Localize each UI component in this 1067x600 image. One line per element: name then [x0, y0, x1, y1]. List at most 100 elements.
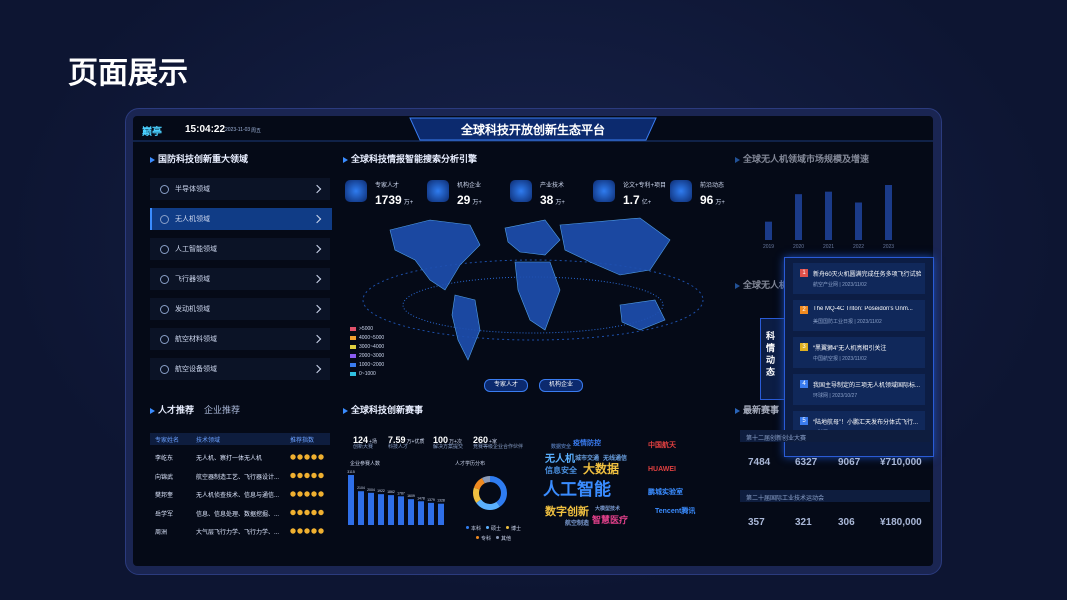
map-button[interactable]: 机构企业	[539, 379, 583, 392]
news-tab-label: 科情动态	[766, 331, 776, 377]
event-label: 解决方案提交	[433, 444, 464, 450]
news-title: 新舟60灭火机圆满完成任务多项飞行试验	[813, 272, 921, 278]
panel-title: 全球科技情报智能搜索分析引擎	[343, 152, 477, 165]
table-header: 推荐指数	[290, 438, 315, 444]
event-value: 321	[795, 517, 812, 528]
domain-item[interactable]	[150, 178, 330, 200]
domain-label: 无人机领域	[175, 216, 210, 223]
legend-label: 其他	[501, 536, 512, 542]
domain-label: 人工智能领域	[175, 246, 217, 253]
stat-value: 96	[700, 193, 714, 207]
legend-label: 本科	[471, 526, 482, 532]
stat-label: 论文+专利+项目	[623, 183, 667, 189]
stat-icon	[427, 180, 449, 202]
domain-label: 发动机领域	[175, 306, 210, 313]
news-index: 4	[800, 380, 808, 388]
event-stat: 7.59万+优质	[388, 430, 424, 448]
legend-swatch	[486, 526, 489, 529]
domain-item[interactable]	[150, 268, 330, 290]
event-stat: 124+场	[353, 430, 377, 448]
news-item[interactable]	[793, 337, 925, 368]
stat-value-row: 96 万+	[700, 191, 725, 209]
event-label: 科技人才	[388, 444, 409, 450]
news-source: 航空产业网 | 2023/11/02	[813, 282, 867, 288]
partner-logo: 中国航天	[648, 442, 676, 449]
chart-title: 人才学历分布	[455, 461, 486, 467]
domain-icon	[160, 275, 169, 284]
event-name: 第二十届国际工业技术运动会	[746, 496, 825, 502]
panel-title: 国防科技创新重大领域	[150, 152, 248, 165]
event-value: ¥710,000	[880, 457, 922, 468]
stat-unit: 万+	[403, 200, 414, 206]
event-value: 100	[433, 435, 449, 445]
stat-icon	[593, 180, 615, 202]
domain-item[interactable]	[150, 328, 330, 350]
stat-value: 1.7	[623, 193, 640, 207]
news-item[interactable]	[793, 263, 925, 294]
logo: 巅亭	[142, 127, 162, 138]
stat-unit: 万+	[472, 200, 482, 206]
event-value: 7484	[748, 457, 771, 468]
partner-logo: 鹏城实验室	[648, 489, 683, 496]
event-value: 124	[353, 435, 369, 445]
event-value: 306	[838, 517, 855, 528]
stat-value-row: 1739 万+	[375, 191, 413, 209]
legend-swatch	[496, 536, 499, 539]
domain-item[interactable]	[150, 298, 330, 320]
stat-value: 1739	[375, 193, 402, 207]
domain-icon	[160, 185, 169, 194]
event-label: 竞赛等级企业合作伙伴	[473, 444, 524, 450]
keyword: 数字创新	[545, 506, 589, 518]
page-title: 页面展示	[68, 57, 188, 90]
domain-label: 半导体领域	[175, 186, 210, 193]
domain-label: 航空设备领域	[175, 366, 217, 373]
panel-title: 最新赛事	[735, 403, 779, 416]
legend-swatch	[350, 327, 356, 331]
keyword: 大模型技术	[595, 506, 621, 512]
legend-label: 4000~5000	[359, 335, 385, 341]
cell-field: 航空器制造工艺、飞行器设计...	[196, 474, 280, 481]
event-value: 7.59	[388, 435, 406, 445]
chart-title: 企业参赛人数	[350, 461, 381, 467]
cell-name: 樊邦奎	[155, 493, 174, 499]
panel-title: 全球科技创新赛事	[343, 403, 423, 416]
legend-swatch	[476, 536, 479, 539]
domain-label: 航空材料领域	[175, 336, 217, 343]
news-title: “陆地航母”！小鹏汇天发布分体式飞行...	[813, 420, 918, 426]
stat-icon	[345, 180, 367, 202]
stat-icon	[510, 180, 532, 202]
partner-logo: Tencent腾讯	[655, 508, 696, 515]
cell-field: 无人机、察打一体无人机	[196, 456, 263, 462]
panel-tab[interactable]: 企业推荐	[204, 405, 241, 415]
legend-swatch	[350, 345, 356, 349]
stat-value-row: 1.7 亿+	[623, 191, 651, 209]
legend-swatch	[350, 363, 356, 367]
stat-unit: 万+	[555, 200, 565, 206]
event-name: 第十二届创新创业大赛	[746, 436, 807, 442]
domain-icon	[160, 215, 169, 224]
map-button[interactable]: 专家人才	[484, 379, 528, 392]
legend-label: >5000	[359, 326, 374, 332]
keyword: 航空制造	[565, 521, 590, 527]
news-tab[interactable]	[760, 318, 785, 400]
cell-field: 无人机侦查技术、信息与通信...	[196, 493, 280, 499]
legend-swatch	[350, 354, 356, 358]
event-row	[740, 490, 930, 502]
keyword: 信息安全	[545, 466, 577, 475]
news-item[interactable]	[793, 374, 925, 405]
domain-label: 飞行器领域	[175, 276, 210, 283]
keyword: 疫情防控	[573, 440, 601, 447]
stat-value: 29	[457, 193, 471, 207]
domain-icon	[160, 305, 169, 314]
news-index: 3	[800, 343, 808, 351]
legend-label: 博士	[511, 526, 522, 532]
legend-label: 2000~3000	[359, 353, 385, 359]
domain-item[interactable]	[150, 208, 332, 230]
news-index: 1	[800, 269, 808, 277]
panel-title: 全球无人机	[735, 278, 788, 291]
domain-item[interactable]	[150, 238, 330, 260]
domain-item[interactable]	[150, 358, 330, 380]
news-item[interactable]	[793, 300, 925, 331]
event-value: 6327	[795, 457, 818, 468]
